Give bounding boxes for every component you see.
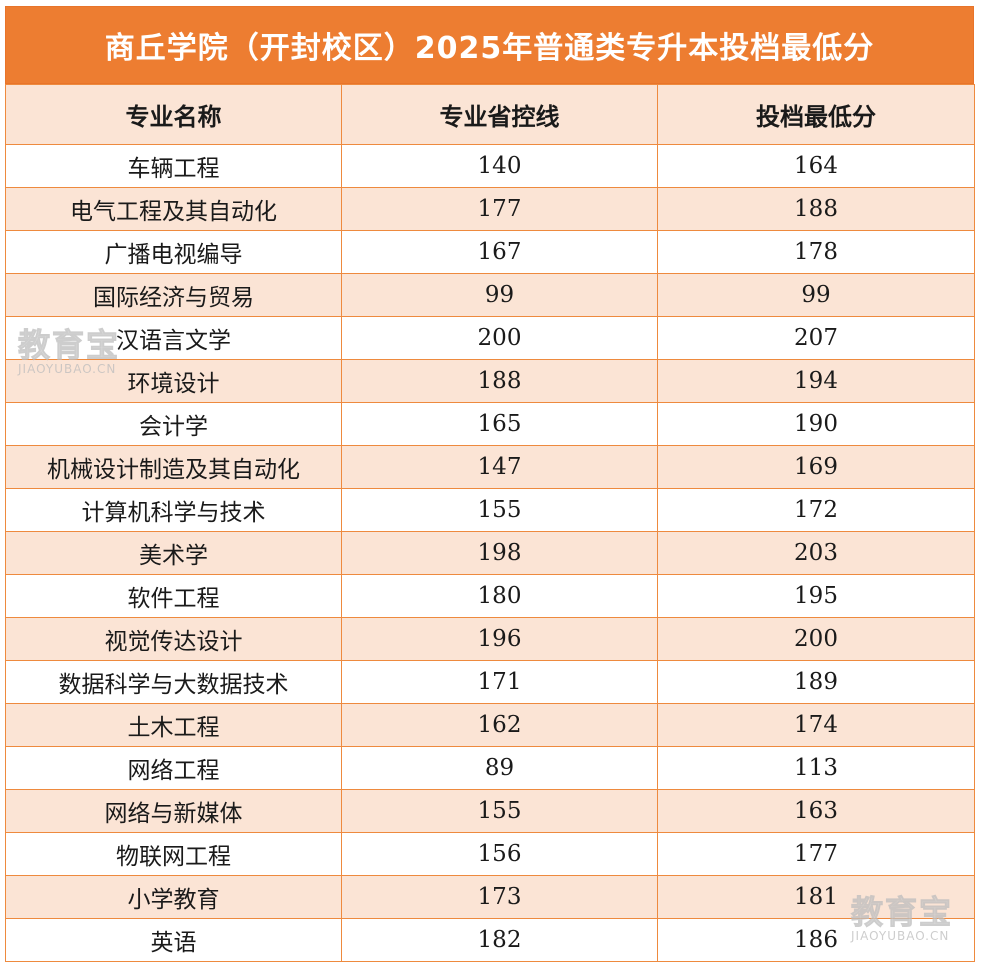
- score-table-container: 商丘学院（开封校区）2025年普通类专升本投档最低分 专业名称 专业省控线 投档…: [5, 6, 975, 962]
- min-score-cell: 99: [657, 273, 975, 317]
- table-row: 广播电视编导 167 178: [5, 230, 975, 274]
- control-line-cell: 167: [341, 230, 658, 274]
- major-name-cell: 软件工程: [5, 574, 342, 618]
- table-row: 软件工程 180 195: [5, 574, 975, 618]
- table-title: 商丘学院（开封校区）2025年普通类专升本投档最低分: [5, 6, 974, 84]
- table-body: 车辆工程 140 164 电气工程及其自动化 177 188 广播电视编导 167 178 国际经…: [5, 144, 975, 962]
- control-line-cell: 177: [341, 187, 658, 231]
- table-row: 国际经济与贸易 99 99: [5, 273, 975, 317]
- min-score-cell: 189: [657, 660, 975, 704]
- min-score-cell: 188: [657, 187, 975, 231]
- major-name-cell: 会计学: [5, 402, 342, 446]
- header-row: 专业名称 专业省控线 投档最低分: [5, 84, 975, 145]
- control-line-cell: 188: [341, 359, 658, 403]
- major-name-cell: 电气工程及其自动化: [5, 187, 342, 231]
- table-row: 电气工程及其自动化 177 188: [5, 187, 975, 231]
- table-row: 网络与新媒体 155 163: [5, 789, 975, 833]
- major-name-cell: 视觉传达设计: [5, 617, 342, 661]
- table-row: 会计学 165 190: [5, 402, 975, 446]
- table-row: 小学教育 173 181: [5, 875, 975, 919]
- control-line-cell: 155: [341, 789, 658, 833]
- control-line-cell: 198: [341, 531, 658, 575]
- min-score-cell: 169: [657, 445, 975, 489]
- min-score-cell: 172: [657, 488, 975, 532]
- table-row: 机械设计制造及其自动化 147 169: [5, 445, 975, 489]
- control-line-cell: 180: [341, 574, 658, 618]
- table-row: 计算机科学与技术 155 172: [5, 488, 975, 532]
- table-row: 土木工程 162 174: [5, 703, 975, 747]
- major-name-cell: 国际经济与贸易: [5, 273, 342, 317]
- min-score-cell: 195: [657, 574, 975, 618]
- major-name-cell: 环境设计: [5, 359, 342, 403]
- major-name-cell: 车辆工程: [5, 144, 342, 188]
- major-name-cell: 土木工程: [5, 703, 342, 747]
- min-score-cell: 181: [657, 875, 975, 919]
- major-name-cell: 汉语言文学: [5, 316, 342, 360]
- min-score-cell: 113: [657, 746, 975, 790]
- min-score-cell: 194: [657, 359, 975, 403]
- table-row: 数据科学与大数据技术 171 189: [5, 660, 975, 704]
- min-score-cell: 164: [657, 144, 975, 188]
- control-line-cell: 182: [341, 918, 658, 962]
- table-row: 物联网工程 156 177: [5, 832, 975, 876]
- major-name-cell: 计算机科学与技术: [5, 488, 342, 532]
- table-row: 汉语言文学 200 207: [5, 316, 975, 360]
- control-line-cell: 196: [341, 617, 658, 661]
- control-line-cell: 140: [341, 144, 658, 188]
- table-row: 视觉传达设计 196 200: [5, 617, 975, 661]
- major-name-cell: 小学教育: [5, 875, 342, 919]
- min-score-cell: 207: [657, 316, 975, 360]
- min-score-cell: 174: [657, 703, 975, 747]
- major-name-cell: 机械设计制造及其自动化: [5, 445, 342, 489]
- min-score-cell: 190: [657, 402, 975, 446]
- major-name-cell: 物联网工程: [5, 832, 342, 876]
- min-score-cell: 178: [657, 230, 975, 274]
- major-name-cell: 美术学: [5, 531, 342, 575]
- min-score-cell: 186: [657, 918, 975, 962]
- table-row: 网络工程 89 113: [5, 746, 975, 790]
- major-name-cell: 网络与新媒体: [5, 789, 342, 833]
- score-table: 专业名称 专业省控线 投档最低分 车辆工程 140 164 电气工程及其自动化 177 1…: [5, 84, 975, 962]
- min-score-cell: 163: [657, 789, 975, 833]
- major-name-cell: 数据科学与大数据技术: [5, 660, 342, 704]
- control-line-cell: 162: [341, 703, 658, 747]
- header-control-line: 专业省控线: [341, 84, 658, 145]
- min-score-cell: 203: [657, 531, 975, 575]
- major-name-cell: 网络工程: [5, 746, 342, 790]
- control-line-cell: 165: [341, 402, 658, 446]
- table-row: 英语 182 186: [5, 918, 975, 962]
- control-line-cell: 200: [341, 316, 658, 360]
- control-line-cell: 147: [341, 445, 658, 489]
- major-name-cell: 英语: [5, 918, 342, 962]
- header-major: 专业名称: [5, 84, 342, 145]
- header-min-score: 投档最低分: [657, 84, 975, 145]
- control-line-cell: 171: [341, 660, 658, 704]
- control-line-cell: 156: [341, 832, 658, 876]
- min-score-cell: 177: [657, 832, 975, 876]
- table-row: 环境设计 188 194: [5, 359, 975, 403]
- control-line-cell: 173: [341, 875, 658, 919]
- table-row: 美术学 198 203: [5, 531, 975, 575]
- control-line-cell: 89: [341, 746, 658, 790]
- min-score-cell: 200: [657, 617, 975, 661]
- control-line-cell: 155: [341, 488, 658, 532]
- major-name-cell: 广播电视编导: [5, 230, 342, 274]
- table-row: 车辆工程 140 164: [5, 144, 975, 188]
- control-line-cell: 99: [341, 273, 658, 317]
